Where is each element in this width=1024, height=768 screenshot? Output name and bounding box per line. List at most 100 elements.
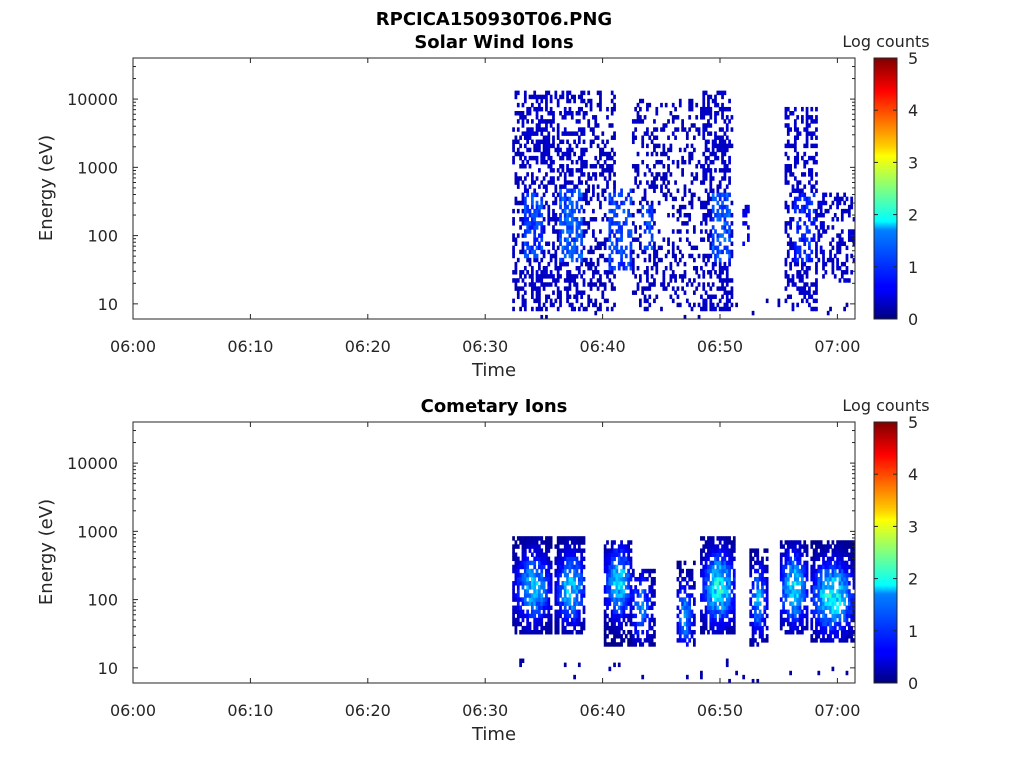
- heatmap-cell: [559, 274, 562, 279]
- heatmap-cell: [660, 257, 663, 263]
- heatmap-cell: [643, 172, 647, 177]
- heatmap-cell: [833, 548, 837, 553]
- heatmap-cell: [582, 196, 586, 202]
- heatmap-cell: [796, 196, 800, 202]
- heatmap-cell: [613, 581, 616, 586]
- heatmap-cell: [798, 249, 802, 255]
- heatmap-cell: [725, 294, 729, 300]
- heatmap-cell: [519, 286, 522, 291]
- heatmap-cell: [570, 188, 574, 193]
- heatmap-cell: [664, 102, 668, 108]
- heatmap-cell: [793, 609, 797, 615]
- heatmap-cell: [540, 274, 544, 279]
- heatmap-cell: [700, 111, 703, 116]
- heatmap-cell: [540, 221, 544, 226]
- heatmap-cell: [826, 572, 830, 578]
- heatmap-cell: [648, 253, 652, 259]
- heatmap-cell: [838, 621, 842, 627]
- heatmap-cell: [538, 556, 541, 562]
- heatmap-cell: [568, 576, 572, 582]
- heatmap-cell: [538, 265, 541, 271]
- heatmap-cell: [556, 237, 560, 242]
- heatmap-cell: [526, 572, 530, 578]
- heatmap-cell: [833, 576, 837, 582]
- heatmap-cell: [723, 601, 727, 606]
- heatmap-cell: [756, 593, 760, 598]
- heatmap-cell: [650, 217, 654, 222]
- heatmap-cell: [674, 135, 677, 140]
- heatmap-cell: [711, 617, 715, 623]
- heatmap-cell: [643, 188, 647, 193]
- heatmap-cell: [603, 286, 607, 291]
- heatmap-cell: [817, 556, 821, 562]
- heatmap-cell: [718, 572, 722, 578]
- heatmap-cell: [610, 270, 614, 275]
- heatmap-cell: [829, 576, 832, 582]
- heatmap-cell: [852, 237, 856, 242]
- heatmap-cell: [559, 552, 562, 557]
- heatmap-cell: [648, 621, 652, 627]
- heatmap-cell: [592, 208, 595, 214]
- heatmap-cell: [721, 564, 724, 570]
- heatmap-cell: [707, 294, 710, 300]
- heatmap-cell: [563, 151, 567, 157]
- heatmap-cell: [723, 564, 727, 570]
- heatmap-cell: [725, 204, 729, 210]
- heatmap-cell: [803, 196, 807, 202]
- heatmap-cell: [530, 221, 534, 226]
- heatmap-cell: [521, 581, 525, 586]
- heatmap-cell: [702, 629, 706, 635]
- heatmap-cell: [723, 139, 727, 145]
- heatmap-cell: [575, 111, 579, 116]
- heatmap-cell: [815, 172, 818, 177]
- heatmap-cell: [603, 168, 607, 173]
- heatmap-cell: [526, 225, 530, 230]
- heatmap-cell: [638, 225, 642, 230]
- heatmap-cell: [662, 143, 666, 149]
- heatmap-cell: [516, 568, 520, 574]
- heatmap-cell: [646, 638, 649, 643]
- x-axis: 06:00 06:10 06:20 06:30 06:40 06:50 07:00: [110, 58, 860, 356]
- heatmap-cell: [570, 278, 574, 283]
- heatmap-cell: [608, 253, 612, 259]
- heatmap-cell: [721, 192, 724, 198]
- heatmap-cell: [516, 601, 520, 606]
- heatmap-cell: [648, 225, 652, 230]
- heatmap-cell: [716, 192, 720, 198]
- heatmap-cell: [723, 164, 727, 169]
- heatmap-cell: [563, 564, 567, 570]
- heatmap-cell: [688, 572, 692, 578]
- heatmap-cell: [704, 552, 708, 557]
- heatmap-cell: [786, 253, 790, 259]
- heatmap-cell: [819, 225, 823, 230]
- heatmap-cell: [540, 180, 544, 185]
- heatmap-cell: [805, 552, 809, 557]
- heatmap-cell: [592, 274, 595, 279]
- heatmap-cell: [779, 568, 783, 574]
- heatmap-cell: [840, 540, 844, 545]
- heatmap-cell: [554, 90, 558, 96]
- heatmap-cell: [721, 135, 724, 140]
- heatmap-cell: [603, 282, 607, 287]
- heatmap-cell: [620, 572, 623, 578]
- heatmap-cell: [702, 111, 706, 116]
- heatmap-cell: [601, 241, 605, 246]
- heatmap-cell: [650, 593, 654, 598]
- heatmap-cell: [702, 298, 706, 304]
- heatmap-cell: [798, 237, 802, 242]
- heatmap-cell: [523, 629, 527, 635]
- heatmap-cell: [840, 581, 844, 586]
- heatmap-cell: [786, 572, 790, 578]
- heatmap-cell: [707, 237, 710, 242]
- heatmap-cell: [547, 540, 551, 545]
- heatmap-cell: [561, 625, 565, 631]
- heatmap-cell: [589, 278, 593, 283]
- heatmap-cell: [709, 298, 713, 304]
- heatmap-cell: [561, 540, 565, 545]
- heatmap-cell: [847, 629, 851, 635]
- heatmap-cell: [620, 556, 623, 562]
- heatmap-cell: [725, 196, 729, 202]
- heatmap-cell: [521, 548, 525, 553]
- heatmap-cell: [568, 605, 572, 610]
- heatmap-cell: [730, 143, 734, 149]
